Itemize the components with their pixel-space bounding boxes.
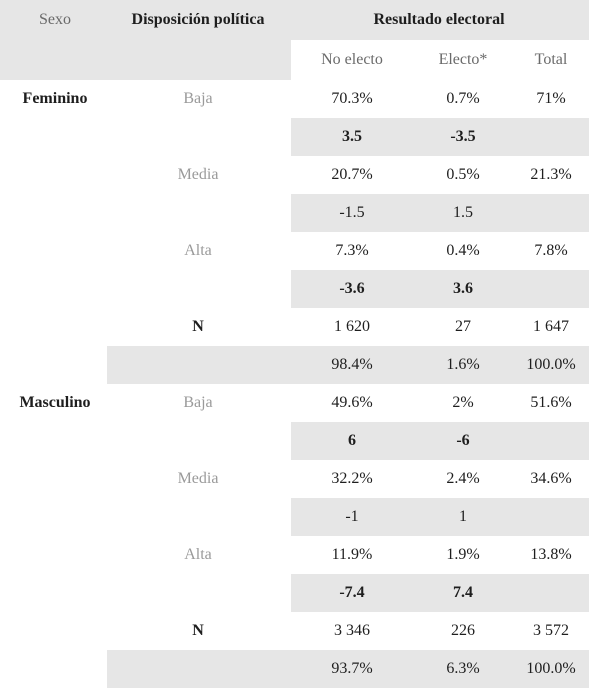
total-value: 51.6% [530, 394, 572, 411]
sexo-label: Masculino [19, 394, 91, 411]
header-no-electo: No electo [321, 51, 383, 68]
table-row: 6 -6 [0, 422, 589, 460]
no-electo-value: 32.2% [331, 470, 373, 487]
no-electo-value: 3 346 [334, 622, 370, 639]
table-row: 93.7% 6.3% 100.0% [0, 650, 589, 688]
electo-value: 0.5% [446, 166, 480, 183]
disposicion-label: Baja [183, 90, 213, 107]
no-electo-value: 11.9% [331, 546, 373, 563]
no-electo-value: 7.3% [335, 242, 369, 259]
disposicion-label: Media [177, 166, 219, 183]
total-value: 100.0% [526, 356, 576, 373]
header-total: Total [534, 51, 568, 68]
electo-value: 27 [455, 318, 471, 335]
total-value: 71% [536, 90, 566, 107]
no-electo-residual: -7.4 [339, 584, 365, 601]
electo-residual: 3.6 [453, 280, 473, 297]
header-row-top: Sexo Disposición política Resultado elec… [0, 0, 589, 40]
header-resultado: Resultado electoral [373, 11, 505, 28]
total-value: 34.6% [530, 470, 572, 487]
no-electo-value: 1 620 [334, 318, 370, 335]
electo-residual: -6 [456, 432, 470, 449]
total-value: 1 647 [533, 318, 569, 335]
total-value: 13.8% [530, 546, 572, 563]
no-electo-residual: 6 [348, 432, 356, 449]
electo-value: 0.7% [446, 90, 480, 107]
electo-value: 6.3% [446, 660, 480, 677]
total-value: 7.8% [534, 242, 568, 259]
no-electo-residual: -1.5 [339, 204, 365, 221]
table-row: -3.6 3.6 [0, 270, 589, 308]
no-electo-residual: 3.5 [342, 128, 362, 145]
n-label: N [192, 318, 204, 335]
table-row: 98.4% 1.6% 100.0% [0, 346, 589, 384]
sexo-label: Feminino [22, 90, 88, 107]
electo-residual: 7.4 [453, 584, 473, 601]
table-row: Feminino Baja 70.3% 0.7% 71% [0, 80, 589, 118]
total-value: 3 572 [533, 622, 569, 639]
electo-value: 1.9% [446, 546, 480, 563]
electo-value: 0.4% [446, 242, 480, 259]
table-row: N 1 620 27 1 647 [0, 308, 589, 346]
header-disposicion: Disposición política [131, 11, 265, 28]
electo-residual: -3.5 [450, 128, 476, 145]
header-sexo: Sexo [39, 11, 71, 28]
electo-residual: 1 [459, 508, 467, 525]
table-row: Masculino Baja 49.6% 2% 51.6% [0, 384, 589, 422]
disposicion-label: Media [177, 470, 219, 487]
no-electo-residual: -3.6 [339, 280, 365, 297]
table-row: Alta 7.3% 0.4% 7.8% [0, 232, 589, 270]
table-row: Media 32.2% 2.4% 34.6% [0, 460, 589, 498]
electo-value: 1.6% [446, 356, 480, 373]
table-row: -7.4 7.4 [0, 574, 589, 612]
disposicion-label: Alta [184, 242, 212, 259]
table-row: Media 20.7% 0.5% 21.3% [0, 156, 589, 194]
total-value: 100.0% [526, 660, 576, 677]
table-row: N 3 346 226 3 572 [0, 612, 589, 650]
table-row: Alta 11.9% 1.9% 13.8% [0, 536, 589, 574]
electo-residual: 1.5 [453, 204, 473, 221]
electo-value: 226 [451, 622, 475, 639]
header-electo: Electo* [438, 51, 488, 68]
no-electo-value: 49.6% [331, 394, 373, 411]
electo-value: 2.4% [446, 470, 480, 487]
header-row-sub: No electo Electo* Total [0, 40, 589, 80]
no-electo-value: 20.7% [331, 166, 373, 183]
table-row: -1.5 1.5 [0, 194, 589, 232]
n-label: N [192, 622, 204, 639]
total-value: 21.3% [530, 166, 572, 183]
no-electo-residual: -1 [345, 508, 359, 525]
table-row: -1 1 [0, 498, 589, 536]
no-electo-value: 70.3% [331, 90, 373, 107]
no-electo-value: 93.7% [331, 660, 373, 677]
table-row: 3.5 -3.5 [0, 118, 589, 156]
no-electo-value: 98.4% [331, 356, 373, 373]
electo-value: 2% [452, 394, 474, 411]
disposicion-label: Baja [183, 394, 213, 411]
disposicion-label: Alta [184, 546, 212, 563]
